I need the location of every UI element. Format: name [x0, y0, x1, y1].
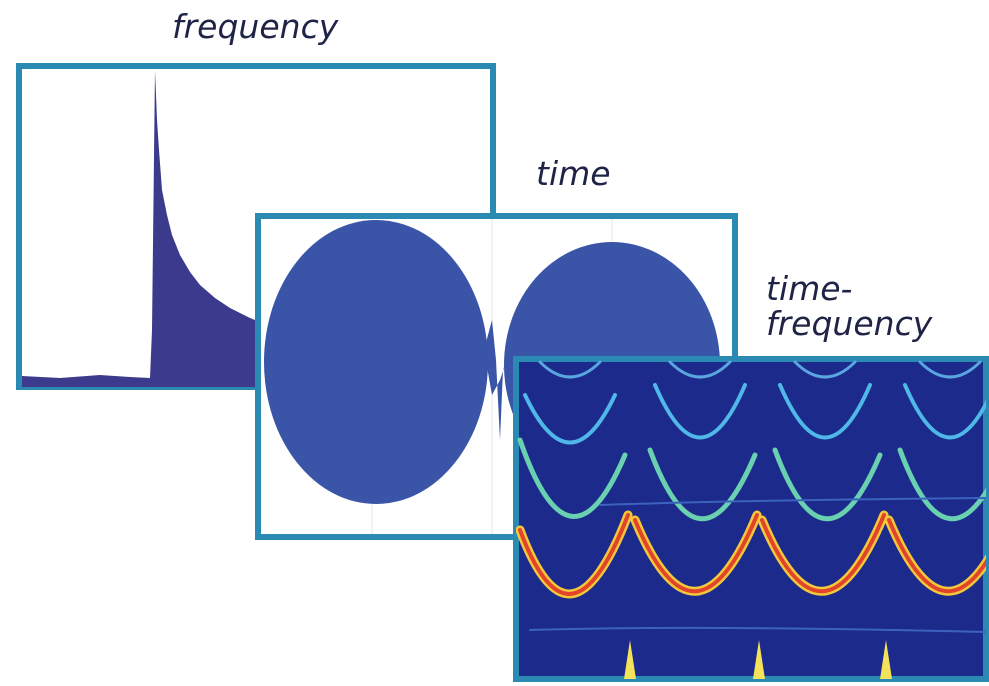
frequency-label: frequency — [172, 7, 339, 46]
time-frequency-label-line1: time- — [766, 269, 852, 308]
time-label: time — [536, 154, 611, 193]
diagram: frequency time time- frequency — [0, 0, 989, 682]
time-frequency-label-line2: frequency — [766, 304, 933, 343]
time-frequency-panel — [516, 359, 989, 679]
